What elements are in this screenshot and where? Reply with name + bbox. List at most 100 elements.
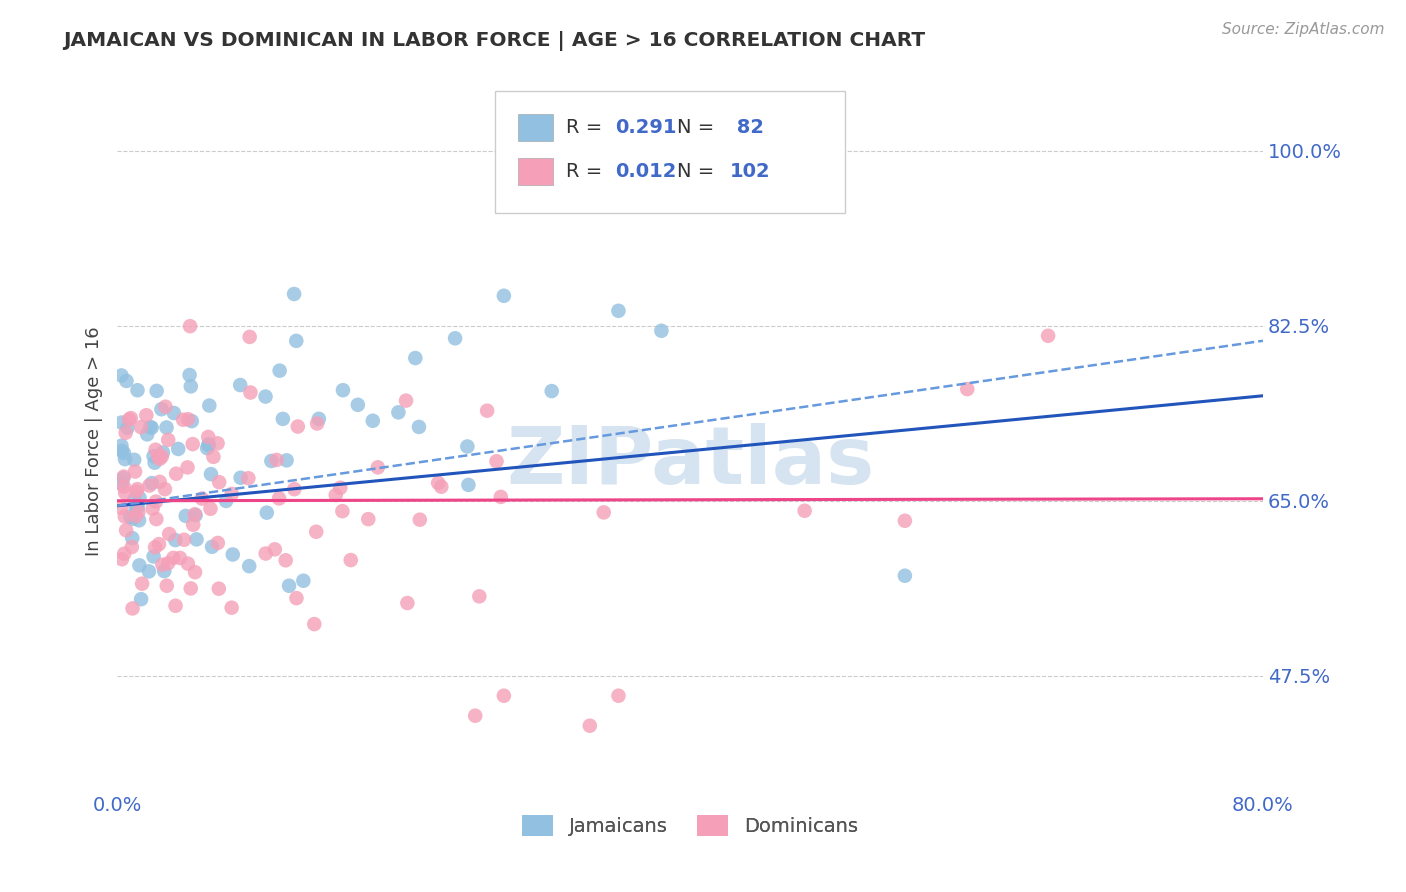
Point bbox=[149, 475, 172, 489]
Point bbox=[149, 451, 172, 466]
Point bbox=[308, 412, 330, 426]
Point bbox=[177, 557, 200, 571]
Point bbox=[111, 476, 134, 491]
Point bbox=[165, 599, 187, 613]
Point bbox=[145, 512, 167, 526]
Point bbox=[292, 574, 315, 588]
Text: N =: N = bbox=[678, 161, 721, 181]
Point bbox=[127, 383, 149, 397]
Text: N =: N = bbox=[678, 119, 721, 137]
Point bbox=[404, 351, 426, 365]
Point bbox=[492, 289, 515, 303]
Point bbox=[266, 453, 288, 467]
Point bbox=[285, 334, 308, 348]
Point bbox=[254, 390, 277, 404]
Point bbox=[489, 490, 512, 504]
Point bbox=[152, 445, 174, 459]
Point bbox=[278, 579, 301, 593]
Point bbox=[329, 481, 352, 495]
Point bbox=[111, 443, 134, 458]
Point bbox=[165, 467, 187, 481]
Point bbox=[115, 523, 138, 537]
Point bbox=[180, 379, 202, 393]
Point bbox=[121, 601, 143, 615]
Point bbox=[153, 482, 176, 496]
Point bbox=[125, 500, 148, 515]
Point bbox=[179, 319, 201, 334]
Point bbox=[179, 368, 201, 382]
Point bbox=[229, 378, 252, 392]
Point bbox=[112, 469, 135, 483]
Point bbox=[112, 471, 135, 485]
Point bbox=[138, 478, 160, 492]
Point bbox=[395, 393, 418, 408]
Point bbox=[468, 590, 491, 604]
Point bbox=[121, 512, 143, 526]
Point bbox=[112, 446, 135, 460]
Point bbox=[263, 542, 285, 557]
Point bbox=[162, 550, 184, 565]
Point bbox=[485, 454, 508, 468]
Point bbox=[239, 330, 262, 344]
Point bbox=[207, 536, 229, 550]
Point bbox=[283, 482, 305, 496]
Text: 102: 102 bbox=[730, 161, 770, 181]
Point bbox=[165, 533, 187, 547]
Point bbox=[125, 509, 148, 524]
Point bbox=[127, 482, 149, 496]
Text: JAMAICAN VS DOMINICAN IN LABOR FORCE | AGE > 16 CORRELATION CHART: JAMAICAN VS DOMINICAN IN LABOR FORCE | A… bbox=[63, 31, 925, 51]
Point bbox=[121, 540, 143, 554]
Point bbox=[180, 582, 202, 596]
Point bbox=[304, 617, 326, 632]
Point bbox=[260, 454, 283, 468]
Point bbox=[221, 487, 243, 501]
Point bbox=[173, 533, 195, 547]
Point bbox=[200, 467, 222, 482]
Point bbox=[127, 505, 149, 519]
Point bbox=[1036, 328, 1059, 343]
Point bbox=[143, 541, 166, 555]
Point bbox=[163, 406, 186, 420]
Point bbox=[128, 513, 150, 527]
Point bbox=[332, 383, 354, 397]
Point bbox=[607, 303, 630, 318]
Point bbox=[271, 412, 294, 426]
Point bbox=[221, 600, 243, 615]
Point bbox=[457, 478, 479, 492]
Point bbox=[156, 579, 179, 593]
Point bbox=[124, 465, 146, 479]
Point bbox=[444, 331, 467, 345]
Point bbox=[197, 438, 219, 452]
Point bbox=[197, 437, 219, 451]
Point bbox=[276, 453, 298, 467]
Point bbox=[894, 568, 917, 582]
Point bbox=[208, 475, 231, 490]
Point bbox=[408, 420, 430, 434]
Legend: Jamaicans, Dominicans: Jamaicans, Dominicans bbox=[515, 807, 866, 844]
Point bbox=[112, 547, 135, 561]
Point bbox=[136, 427, 159, 442]
Point bbox=[150, 450, 173, 464]
Point bbox=[332, 504, 354, 518]
Point bbox=[200, 501, 222, 516]
Point bbox=[254, 547, 277, 561]
Point bbox=[269, 364, 291, 378]
Point bbox=[793, 169, 815, 183]
Point bbox=[142, 549, 165, 564]
Text: Source: ZipAtlas.com: Source: ZipAtlas.com bbox=[1222, 22, 1385, 37]
Point bbox=[122, 452, 145, 467]
Point bbox=[184, 565, 207, 579]
Point bbox=[118, 412, 141, 426]
Point bbox=[208, 582, 231, 596]
Point bbox=[125, 484, 148, 499]
Point bbox=[157, 556, 180, 570]
Point bbox=[122, 492, 145, 507]
Point bbox=[409, 513, 432, 527]
Point bbox=[114, 425, 136, 440]
Point bbox=[287, 419, 309, 434]
Point bbox=[181, 437, 204, 451]
Point bbox=[114, 509, 136, 524]
Text: 0.291: 0.291 bbox=[616, 119, 678, 137]
Point bbox=[150, 402, 173, 417]
Point bbox=[157, 527, 180, 541]
